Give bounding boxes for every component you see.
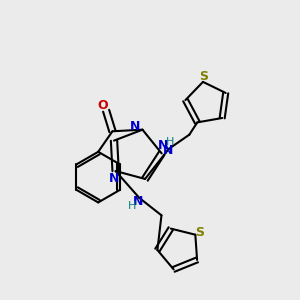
Text: N: N xyxy=(163,144,173,158)
Text: H: H xyxy=(128,200,136,211)
Text: H: H xyxy=(166,137,175,147)
Text: N: N xyxy=(109,172,119,184)
Text: O: O xyxy=(98,98,108,112)
Text: N: N xyxy=(133,195,143,208)
Text: S: S xyxy=(199,70,208,83)
Text: N: N xyxy=(158,139,168,152)
Text: S: S xyxy=(196,226,205,239)
Text: N: N xyxy=(130,120,141,133)
